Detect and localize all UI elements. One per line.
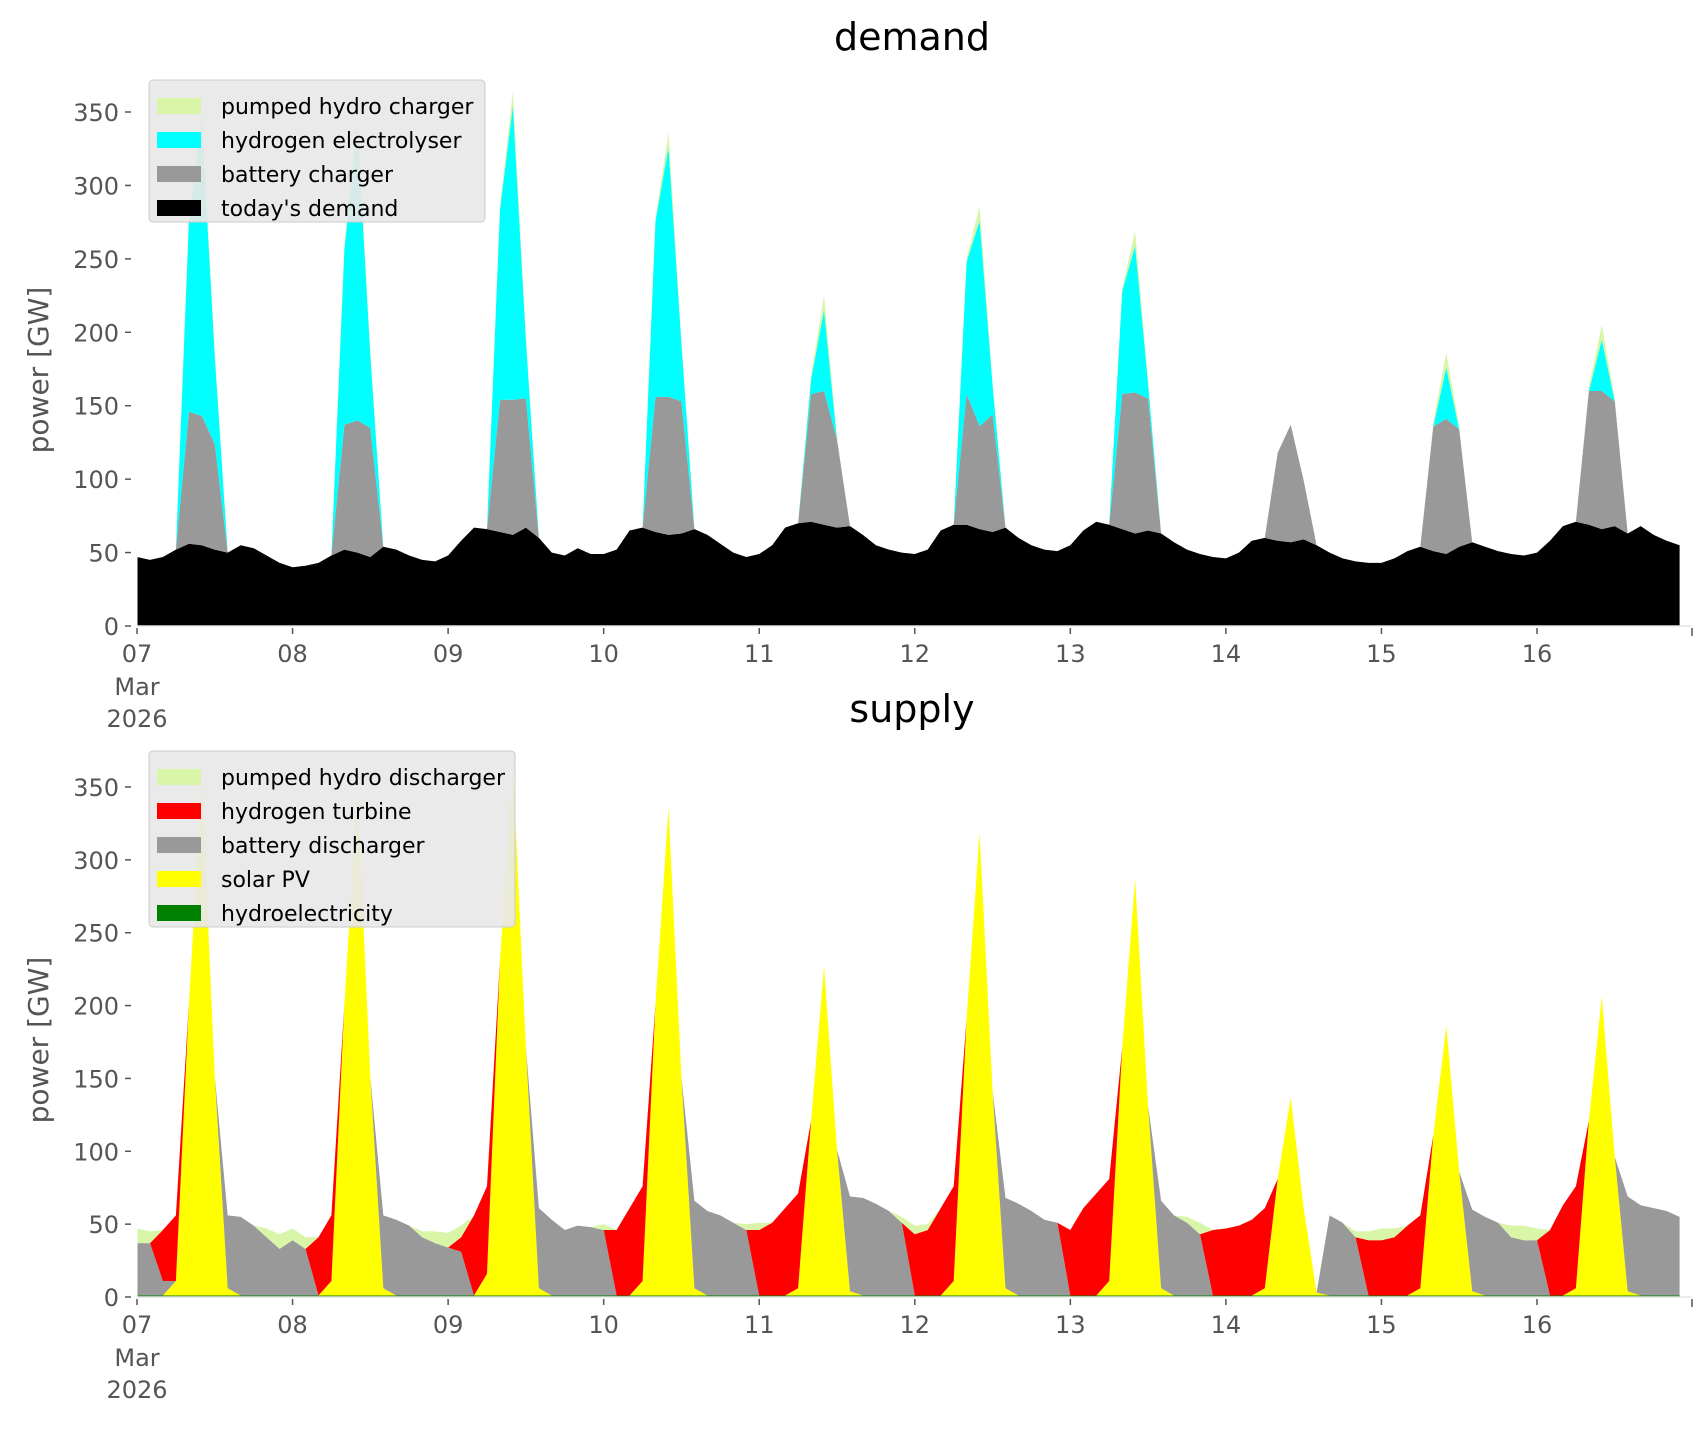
- pumped-hydro-discharger-area: [137, 768, 1680, 1293]
- demand-title: demand: [834, 15, 990, 59]
- battery-discharger-area: [137, 768, 1680, 1296]
- hydroelectricity-legend-swatch: [157, 905, 201, 921]
- supply-axes: 0 50 100 150 200 250 300 350 07 08 09 10 11 12 13 14 15 1…: [73, 742, 1693, 1404]
- x-tick-label: 09: [433, 1311, 464, 1339]
- x-tick-label: 07: [122, 1311, 153, 1339]
- x-tick-label: 08: [277, 1311, 308, 1339]
- y-tick-label: 350: [73, 99, 119, 127]
- x-tick-label: 13: [1055, 640, 1086, 668]
- supply-panel: supply 0 50 100 150 200 250 300 350 07 08 09 10 11 12…: [22, 687, 1693, 1404]
- x-tick-label: 10: [588, 1311, 619, 1339]
- y-tick-label: 50: [88, 540, 119, 568]
- x-tick-label: 12: [900, 1311, 931, 1339]
- legend-box: [148, 750, 516, 928]
- demand-axes: 0 50 100 150 200 250 300 350 07 08 09 10 11 12 13 14 15 1…: [73, 70, 1693, 733]
- x-tick-label: 13: [1055, 1311, 1086, 1339]
- y-tick-label: 300: [73, 172, 119, 200]
- hydrogen-electrolyser-legend-label: hydrogen electrolyser: [221, 129, 462, 154]
- pumped-hydro-discharger-legend-swatch: [157, 769, 201, 785]
- x-year-label: 2026: [106, 1376, 167, 1404]
- y-tick-label: 0: [104, 613, 119, 641]
- today-s-demand-area: [137, 521, 1680, 626]
- battery-charger-area: [137, 391, 1680, 568]
- today-s-demand-legend-label: today's demand: [221, 197, 398, 222]
- pumped-hydro-discharger-legend-label: pumped hydro discharger: [221, 766, 506, 791]
- x-tick-label: 12: [900, 640, 931, 668]
- demand-panel: demand 0 50 100 150 200 250 300 350 07 08 09 10 11 12…: [22, 15, 1693, 733]
- y-tick-label: 100: [73, 466, 119, 494]
- y-tick-label: 350: [73, 774, 119, 802]
- battery-charger-legend-label: battery charger: [221, 163, 394, 188]
- battery-charger-legend-swatch: [157, 166, 201, 182]
- supply-title: supply: [849, 687, 974, 731]
- y-tick-label: 0: [104, 1284, 119, 1312]
- demand-legend: pumped hydro charger hydrogen electrolyse…: [148, 79, 486, 223]
- hydroelectricity-legend-label: hydroelectricity: [221, 902, 393, 927]
- today-s-demand-legend-swatch: [157, 200, 201, 216]
- x-tick-label: 14: [1211, 1311, 1242, 1339]
- legend-box: [148, 79, 486, 223]
- battery-discharger-legend-label: battery discharger: [221, 834, 426, 859]
- y-tick-label: 250: [73, 920, 119, 948]
- solar-pv-legend-swatch: [157, 871, 201, 887]
- y-tick-label: 300: [73, 847, 119, 875]
- x-tick-label: 11: [744, 1311, 775, 1339]
- battery-discharger-legend-swatch: [157, 837, 201, 853]
- solar-pv-legend-label: solar PV: [221, 868, 310, 893]
- demand-y-axis-label: power [GW]: [22, 287, 55, 454]
- supply-legend: pumped hydro discharger hydrogen turbine b…: [148, 750, 516, 928]
- x-tick-label: 15: [1366, 640, 1397, 668]
- y-tick-label: 150: [73, 393, 119, 421]
- hydrogen-turbine-legend-swatch: [157, 803, 201, 819]
- x-month-label: Mar: [114, 1344, 159, 1372]
- supply-y-axis-label: power [GW]: [22, 957, 55, 1124]
- x-year-label: 2026: [106, 705, 167, 733]
- x-tick-label: 14: [1211, 640, 1242, 668]
- x-tick-label: 08: [277, 640, 308, 668]
- x-tick-label: 10: [588, 640, 619, 668]
- pumped-hydro-charger-legend-label: pumped hydro charger: [221, 95, 474, 120]
- hydrogen-electrolyser-legend-swatch: [157, 132, 201, 148]
- x-month-label: Mar: [114, 673, 159, 701]
- x-tick-label: 07: [122, 640, 153, 668]
- x-tick-label: 11: [744, 640, 775, 668]
- x-tick-label: 09: [433, 640, 464, 668]
- x-tick-label: 15: [1366, 1311, 1397, 1339]
- pumped-hydro-charger-legend-swatch: [157, 98, 201, 114]
- hydrogen-turbine-legend-label: hydrogen turbine: [221, 800, 412, 825]
- y-tick-label: 100: [73, 1138, 119, 1166]
- y-tick-label: 50: [88, 1211, 119, 1239]
- solar-pv-area: [137, 768, 1680, 1296]
- y-tick-label: 200: [73, 993, 119, 1021]
- y-tick-label: 250: [73, 246, 119, 274]
- x-tick-label: 16: [1522, 1311, 1553, 1339]
- y-tick-label: 200: [73, 319, 119, 347]
- x-tick-label: 16: [1522, 640, 1553, 668]
- y-tick-label: 150: [73, 1065, 119, 1093]
- demand-areas: [137, 91, 1680, 626]
